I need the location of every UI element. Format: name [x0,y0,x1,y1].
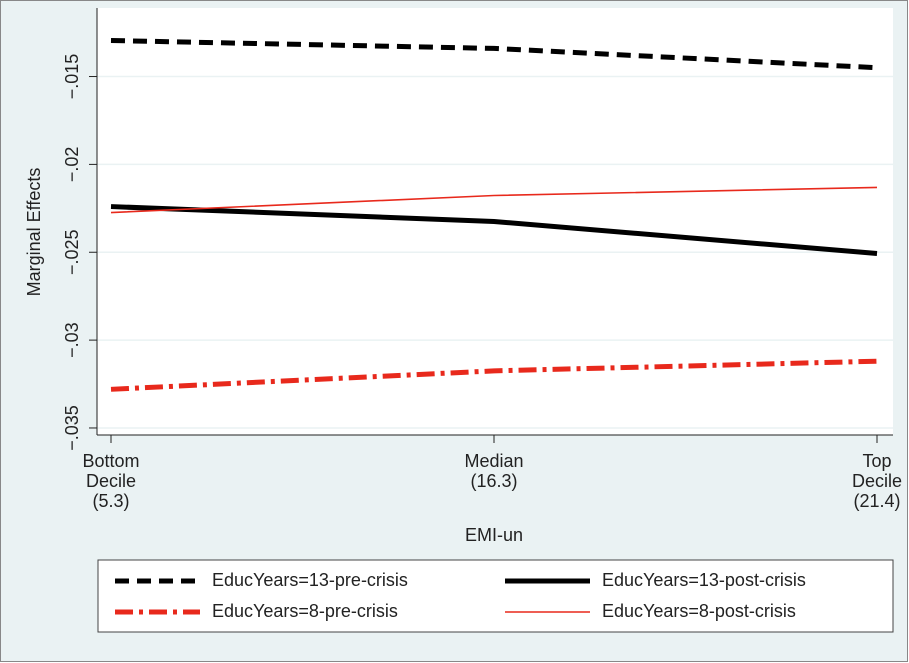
y-tick-label: −.03 [62,322,82,358]
x-tick-label: Median [464,451,523,471]
x-tick-label: (16.3) [470,471,517,491]
legend [97,559,894,633]
x-tick-label: Bottom [82,451,139,471]
legend-label: EducYears=8-post-crisis [602,601,796,621]
line [110,38,878,71]
x-tick-label: (21.4) [853,491,900,511]
y-tick-label: −.02 [62,147,82,183]
line [110,204,878,256]
y-tick-label: −.015 [62,54,82,100]
x-tick-label: Top [862,451,891,471]
x-tick-label: (5.3) [92,491,129,511]
line [110,186,878,214]
legend-label: EducYears=13-pre-crisis [212,570,408,590]
y-axis-title: Marginal Effects [24,168,44,297]
legend-label: EducYears=8-pre-crisis [212,601,398,621]
y-tick-label: −.035 [62,405,82,451]
x-tick-label: Decile [852,471,902,491]
x-axis-title: EMI-un [465,525,523,545]
legend-label: EducYears=13-post-crisis [602,570,806,590]
line [110,358,878,392]
x-tick-label: Decile [86,471,136,491]
y-tick-label: −.025 [62,229,82,275]
